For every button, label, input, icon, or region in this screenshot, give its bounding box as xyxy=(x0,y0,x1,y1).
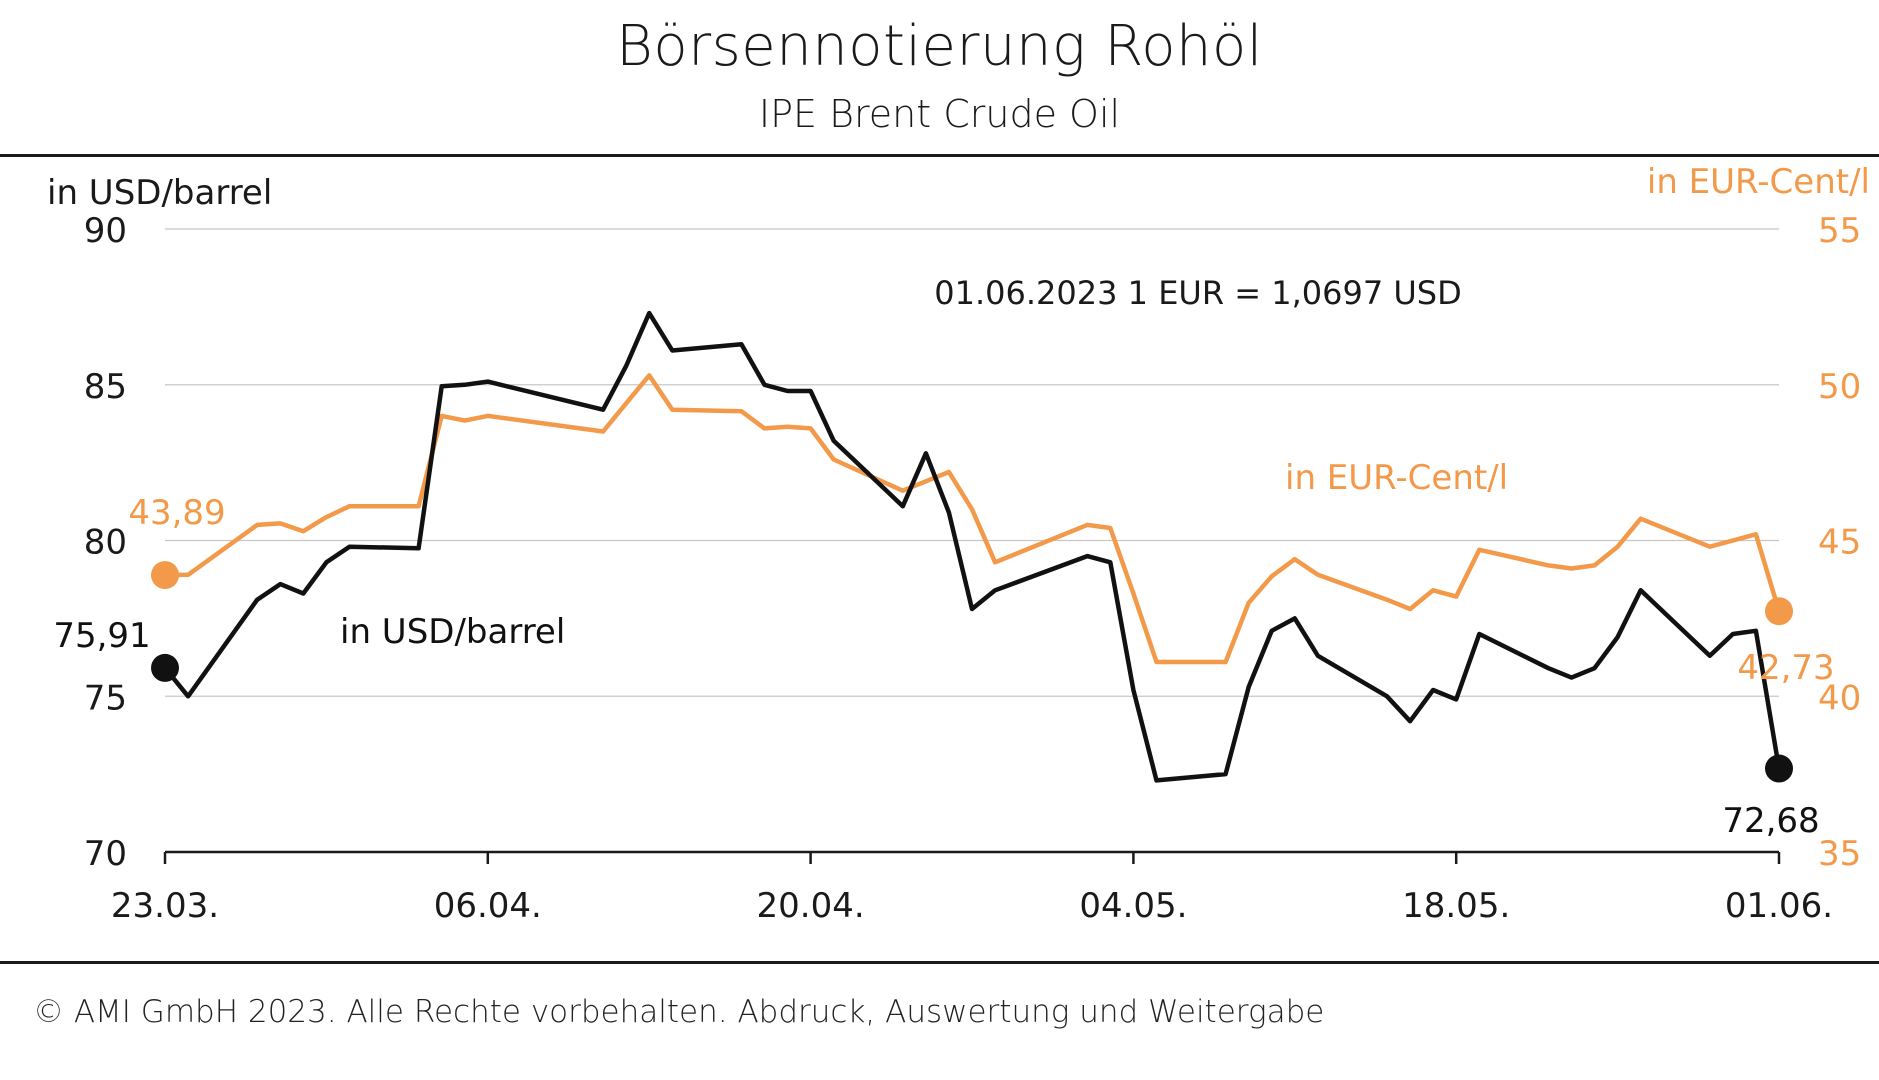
x-tick-label: 06.04. xyxy=(434,886,542,926)
x-tick-label: 04.05. xyxy=(1079,886,1187,926)
usd-end-value-label: 72,68 xyxy=(1722,801,1819,841)
eur-series-label: in EUR-Cent/l xyxy=(1285,458,1508,498)
x-tick-label: 18.05. xyxy=(1402,886,1510,926)
x-tick-label: 01.06. xyxy=(1725,886,1833,926)
footer-copyright: © AMI GmbH 2023. Alle Rechte vorbehalten… xyxy=(33,994,1325,1030)
y-right-tick-label: 50 xyxy=(1818,367,1861,407)
eur-start-value-label: 43,89 xyxy=(128,493,225,533)
footer-divider xyxy=(0,961,1879,964)
y-left-axis-label: in USD/barrel xyxy=(47,173,272,213)
chart-title: Börsennotierung Rohöl xyxy=(616,14,1263,79)
usd-start-marker xyxy=(151,653,179,682)
x-tick-label: 20.04. xyxy=(757,886,865,926)
y-left-tick-label: 75 xyxy=(84,678,127,718)
axes xyxy=(163,850,1781,864)
usd-series-line xyxy=(162,310,1782,783)
chart-labels: 70 35 75 40 80 45 85 50 90 55 23.03. 06.04. 20.04. 04… xyxy=(47,162,1870,926)
y-right-tick-label: 35 xyxy=(1818,834,1861,874)
eur-start-marker xyxy=(151,561,179,590)
y-right-tick-label: 40 xyxy=(1818,678,1861,718)
eur-end-marker xyxy=(1765,597,1793,626)
header-divider xyxy=(0,154,1879,157)
y-left-tick-label: 90 xyxy=(84,211,127,251)
x-tick-label: 23.03. xyxy=(111,886,219,926)
usd-start-value-label: 75,91 xyxy=(53,616,150,656)
eur-series-line xyxy=(162,373,1782,665)
y-left-tick-label: 85 xyxy=(84,367,127,407)
usd-series-label: in USD/barrel xyxy=(340,612,565,652)
series-lines xyxy=(151,310,1793,783)
y-right-tick-label: 55 xyxy=(1818,211,1861,251)
y-left-tick-label: 70 xyxy=(84,834,127,874)
chart-subtitle: IPE Brent Crude Oil xyxy=(758,92,1121,136)
usd-end-marker xyxy=(1765,754,1793,783)
eur-end-value-label: 42,73 xyxy=(1737,648,1834,688)
grid-lines xyxy=(165,228,1779,697)
y-right-axis-label: in EUR-Cent/l xyxy=(1647,162,1870,202)
exchange-rate-annotation: 01.06.2023 1 EUR = 1,0697 USD xyxy=(934,274,1461,312)
y-right-tick-label: 45 xyxy=(1818,523,1861,563)
y-left-tick-label: 80 xyxy=(84,523,127,563)
